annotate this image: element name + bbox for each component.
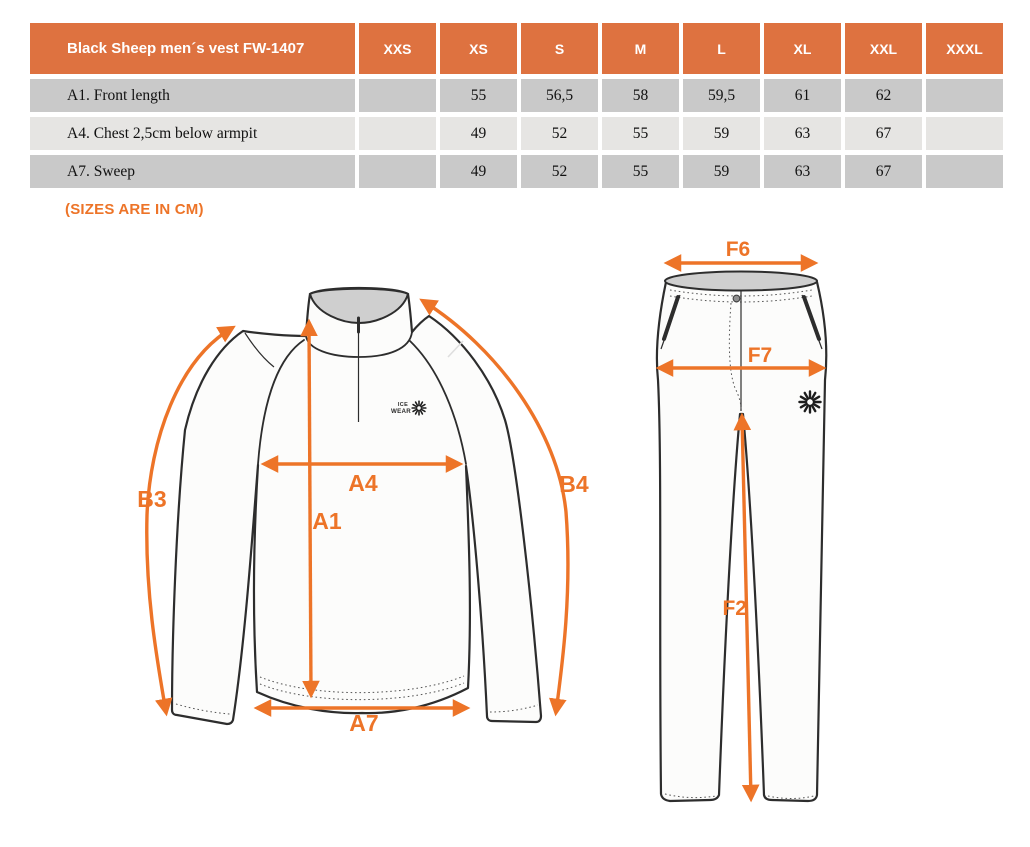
measure-A1: A1 bbox=[300, 318, 342, 699]
table-row: A1. Front length 55 56,5 58 59,5 61 62 bbox=[30, 79, 1003, 112]
size-header-xl: XL bbox=[764, 23, 841, 74]
measure-arrow-f2 bbox=[733, 412, 760, 803]
cell-value: 67 bbox=[845, 155, 922, 188]
measure-arrow-b3 bbox=[145, 325, 236, 717]
right-pocket-slash bbox=[802, 295, 821, 341]
measure-A7: A7 bbox=[253, 699, 471, 736]
left-pocket-slash bbox=[662, 295, 680, 341]
measure-label-a7: A7 bbox=[349, 710, 378, 736]
row-label: A1. Front length bbox=[30, 79, 355, 112]
garment-diagrams: ICE WEAR B3 B4 A4 A1 A7 bbox=[137, 238, 828, 803]
logo-text-wear: WEAR bbox=[391, 408, 411, 415]
cell-value: 59 bbox=[683, 117, 760, 150]
cell-value: 58 bbox=[602, 79, 679, 112]
waistband-opening bbox=[664, 270, 818, 292]
size-header-xxs: XXS bbox=[359, 23, 436, 74]
measure-B4: B4 bbox=[419, 298, 589, 717]
measure-F2: F2 bbox=[722, 412, 760, 803]
cell-value: 49 bbox=[440, 117, 517, 150]
cell-value: 61 bbox=[764, 79, 841, 112]
measure-F6: F6 bbox=[663, 238, 819, 272]
cell-value: 59 bbox=[683, 155, 760, 188]
cell-value: 67 bbox=[845, 117, 922, 150]
size-table: Black Sheep men´s vest FW-1407 XXS XS S … bbox=[26, 18, 1007, 193]
cell-value: 59,5 bbox=[683, 79, 760, 112]
sizes-note: (SIZES ARE IN CM) bbox=[65, 201, 204, 218]
measure-label-a4: A4 bbox=[348, 470, 378, 496]
measure-A4: A4 bbox=[260, 455, 464, 496]
table-row: A7. Sweep 49 52 55 59 63 67 bbox=[30, 155, 1003, 188]
shirt-diagram: ICE WEAR B3 B4 A4 A1 A7 bbox=[137, 286, 589, 736]
logo-text-ice: ICE bbox=[398, 402, 408, 408]
icewear-logo: ICE WEAR bbox=[391, 400, 427, 416]
measure-label-a1: A1 bbox=[312, 508, 342, 534]
cell-value: 52 bbox=[521, 117, 598, 150]
pants-diagram: F6 F7 F2 bbox=[655, 238, 828, 803]
cell-value: 63 bbox=[764, 155, 841, 188]
shirt-collar-opening bbox=[308, 287, 410, 325]
measure-B3: B3 bbox=[137, 325, 236, 717]
cell-value: 55 bbox=[602, 117, 679, 150]
measure-label-b3: B3 bbox=[137, 486, 166, 512]
left-pocket-line bbox=[660, 294, 681, 350]
cell-value: 55 bbox=[602, 155, 679, 188]
size-header-xxl: XXL bbox=[845, 23, 922, 74]
left-raglan-seam bbox=[257, 339, 305, 465]
right-pocket-line bbox=[801, 294, 823, 350]
cell-value: 52 bbox=[521, 155, 598, 188]
cell-value: 62 bbox=[845, 79, 922, 112]
cell-value bbox=[359, 117, 436, 150]
size-header-m: M bbox=[602, 23, 679, 74]
table-title: Black Sheep men´s vest FW-1407 bbox=[30, 23, 355, 74]
row-label: A7. Sweep bbox=[30, 155, 355, 188]
table-row: A4. Chest 2,5cm below armpit 49 52 55 59… bbox=[30, 117, 1003, 150]
measure-label-f6: F6 bbox=[726, 238, 751, 261]
cell-value bbox=[926, 155, 1003, 188]
size-header-xxxl: XXXL bbox=[926, 23, 1003, 74]
cell-value bbox=[359, 155, 436, 188]
measure-label-f7: F7 bbox=[748, 344, 773, 367]
measure-label-f2: F2 bbox=[722, 597, 747, 620]
table-header-row: Black Sheep men´s vest FW-1407 XXS XS S … bbox=[30, 23, 1003, 74]
cell-value bbox=[359, 79, 436, 112]
waist-button bbox=[732, 294, 741, 303]
left-shoulder-seam bbox=[244, 332, 275, 368]
size-header-l: L bbox=[683, 23, 760, 74]
cell-value bbox=[926, 79, 1003, 112]
size-header-s: S bbox=[521, 23, 598, 74]
measure-arrow-b4 bbox=[419, 298, 570, 717]
cell-value: 56,5 bbox=[521, 79, 598, 112]
row-label: A4. Chest 2,5cm below armpit bbox=[30, 117, 355, 150]
size-header-xs: XS bbox=[440, 23, 517, 74]
cell-value bbox=[926, 117, 1003, 150]
measure-F7: F7 bbox=[655, 344, 827, 377]
cell-value: 55 bbox=[440, 79, 517, 112]
measure-label-b4: B4 bbox=[559, 471, 589, 497]
measure-arrow-a1 bbox=[300, 318, 320, 699]
cell-value: 63 bbox=[764, 117, 841, 150]
cell-value: 49 bbox=[440, 155, 517, 188]
